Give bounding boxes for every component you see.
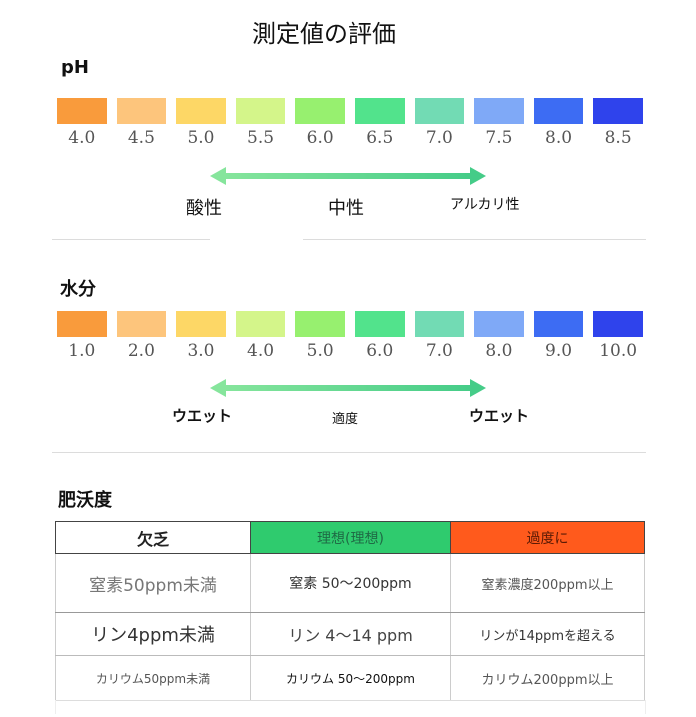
ph-tick: 8.5 xyxy=(604,128,632,148)
table-row: カリウム50ppm未満 カリウム 50～200ppm カリウム200ppm以上 xyxy=(55,655,645,701)
ph-swatch xyxy=(354,98,405,124)
table-bottom-edge xyxy=(55,700,646,714)
ph-acidic-label: 酸性 xyxy=(186,198,222,219)
moisture-swatch xyxy=(116,311,167,337)
moisture-right-label: ウエット xyxy=(469,407,530,425)
table-cell: カリウム 50～200ppm xyxy=(250,655,451,701)
ph-tick: 7.0 xyxy=(425,128,453,148)
table-cell: リン4ppm未満 xyxy=(55,612,251,656)
table-cell: カリウム200ppm以上 xyxy=(450,655,645,701)
ph-swatch xyxy=(235,98,286,124)
page-title: 測定値の評価 xyxy=(252,20,396,48)
moisture-tick: 4.0 xyxy=(247,341,275,361)
moisture-tick: 2.0 xyxy=(127,341,155,361)
table-cell: 窒素50ppm未満 xyxy=(55,553,251,613)
header-deficient: 欠乏 xyxy=(55,521,251,554)
moisture-tick: 9.0 xyxy=(545,341,573,361)
header-ideal: 理想(理想) xyxy=(250,521,451,554)
ph-tick: 5.5 xyxy=(247,128,275,148)
moisture-tick: 1.0 xyxy=(68,341,96,361)
table-cell: 窒素 50～200ppm xyxy=(250,553,451,613)
moisture-swatch xyxy=(533,311,584,337)
table-cell: 窒素濃度200ppm以上 xyxy=(450,553,645,613)
ph-section-label: pH xyxy=(61,57,89,78)
ph-tick: 4.5 xyxy=(127,128,155,148)
divider xyxy=(52,239,210,240)
ph-tick: 5.0 xyxy=(187,128,215,148)
moisture-double-arrow-icon xyxy=(210,378,486,398)
moisture-swatch xyxy=(295,311,345,337)
moisture-center-label: 適度 xyxy=(332,412,359,427)
ph-swatch xyxy=(593,98,643,124)
ph-swatch xyxy=(116,98,167,124)
moisture-swatch xyxy=(57,311,107,337)
fertility-section-label: 肥沃度 xyxy=(58,490,112,511)
moisture-tick: 6.0 xyxy=(366,341,394,361)
ph-swatch xyxy=(414,98,465,124)
moisture-swatch xyxy=(176,311,226,337)
ph-neutral-label: 中性 xyxy=(328,198,364,219)
ph-swatch xyxy=(176,98,226,124)
table-row: 窒素50ppm未満 窒素 50～200ppm 窒素濃度200ppm以上 xyxy=(55,553,645,613)
moisture-swatch xyxy=(474,311,524,337)
ph-swatch xyxy=(474,98,524,124)
table-header-row: 欠乏 理想(理想) 過度に xyxy=(55,521,645,554)
moisture-tick: 10.0 xyxy=(599,341,638,361)
moisture-left-label: ウエット xyxy=(172,407,233,425)
moisture-swatch xyxy=(593,311,643,337)
ph-double-arrow-icon xyxy=(210,166,486,186)
moisture-tick: 7.0 xyxy=(425,341,453,361)
fertility-table: 欠乏 理想(理想) 過度に 窒素50ppm未満 窒素 50～200ppm 窒素濃… xyxy=(55,521,645,701)
ph-swatch xyxy=(295,98,345,124)
moisture-swatch xyxy=(354,311,405,337)
ph-color-scale xyxy=(57,98,643,124)
ph-tick: 6.5 xyxy=(366,128,394,148)
moisture-tick: 5.0 xyxy=(306,341,334,361)
divider xyxy=(52,452,646,453)
table-cell: リンが14ppmを超える xyxy=(450,612,645,656)
ph-tick: 8.0 xyxy=(545,128,573,148)
moisture-color-scale xyxy=(57,311,643,337)
divider xyxy=(303,239,646,240)
ph-swatch xyxy=(57,98,107,124)
ph-tick: 7.5 xyxy=(485,128,513,148)
moisture-swatch xyxy=(414,311,465,337)
table-row: リン4ppm未満 リン 4～14 ppm リンが14ppmを超える xyxy=(55,612,645,656)
moisture-swatch xyxy=(235,311,286,337)
table-cell: リン 4～14 ppm xyxy=(250,612,451,656)
moisture-tick-labels: 1.0 2.0 3.0 4.0 5.0 6.0 7.0 8.0 9.0 10.0 xyxy=(52,341,648,361)
ph-tick-labels: 4.0 4.5 5.0 5.5 6.0 6.5 7.0 7.5 8.0 8.5 xyxy=(52,128,648,148)
ph-tick: 6.0 xyxy=(306,128,334,148)
moisture-tick: 8.0 xyxy=(485,341,513,361)
ph-tick: 4.0 xyxy=(68,128,96,148)
ph-alkaline-label: アルカリ性 xyxy=(450,197,520,213)
table-cell: カリウム50ppm未満 xyxy=(55,655,251,701)
moisture-section-label: 水分 xyxy=(60,279,96,300)
ph-swatch xyxy=(533,98,584,124)
header-excessive: 過度に xyxy=(450,521,645,554)
moisture-tick: 3.0 xyxy=(187,341,215,361)
